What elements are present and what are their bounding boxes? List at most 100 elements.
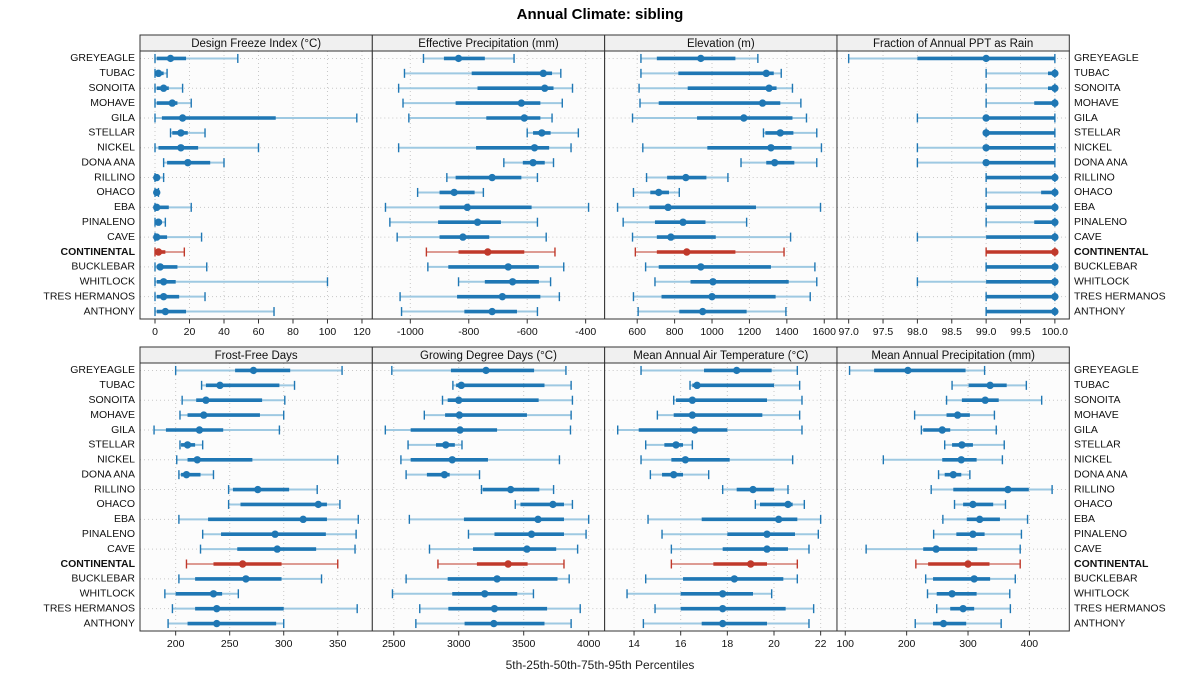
panel-growing-degree-days-c: Growing Degree Days (°C) 2500 3000 3500 4000 [371, 346, 606, 650]
median-dot [975, 515, 984, 524]
series-row [405, 574, 570, 584]
row-label-left: DONA ANA [81, 468, 135, 480]
series-row [913, 410, 996, 420]
row-label-left: CAVE [107, 543, 135, 555]
series-row [916, 158, 1056, 168]
x-tick-label: 16 [675, 638, 687, 650]
series-row [914, 619, 1002, 629]
series-row [167, 619, 285, 629]
series-row [178, 470, 215, 480]
median-dot [904, 366, 912, 375]
median-dot [517, 99, 526, 107]
median-dot [1051, 188, 1059, 197]
row-label-right: SONOITA [1074, 394, 1120, 406]
series-highlight-row [154, 247, 186, 257]
series-row [689, 380, 801, 390]
series-row [154, 292, 206, 302]
median-dot [538, 129, 546, 137]
median-dot [1051, 173, 1059, 182]
series-row [201, 529, 357, 539]
x-tick-label: -400 [575, 326, 596, 338]
median-dot [213, 619, 221, 628]
series-row [480, 485, 555, 495]
median-dot [202, 396, 210, 404]
x-tick-label: 1400 [775, 326, 799, 338]
series-row [154, 143, 260, 153]
x-tick-label: 3500 [512, 638, 536, 650]
series-row [945, 395, 1043, 405]
median-dot [493, 575, 501, 583]
panel-title: Effective Precipitation (mm) [418, 38, 559, 50]
row-label-right: NICKEL [1074, 454, 1112, 466]
x-tick-label: 100.0 [1042, 326, 1068, 338]
series-row [638, 83, 794, 93]
series-row [427, 262, 565, 272]
series-row [953, 499, 1007, 509]
panel-background [604, 363, 837, 631]
median-dot [982, 144, 990, 152]
series-row [419, 604, 581, 614]
median-dot [448, 456, 456, 464]
median-dot [504, 560, 512, 568]
series-row [930, 485, 1053, 495]
median-dot [209, 590, 218, 598]
x-tick-label: 18 [722, 638, 734, 650]
median-dot [765, 84, 773, 92]
series-row [916, 143, 1056, 153]
series-row [452, 380, 572, 390]
median-dot [1051, 233, 1059, 241]
median-dot [168, 99, 176, 107]
row-label-left: OHACO [96, 186, 135, 198]
series-highlight-row [985, 247, 1059, 257]
series-row [162, 158, 225, 168]
median-dot [490, 604, 499, 613]
series-row [178, 514, 359, 524]
median-dot [159, 278, 168, 286]
series-row [642, 143, 823, 153]
series-row [936, 604, 1012, 614]
median-dot [473, 218, 482, 226]
row-label-left: TRES HERMANOS [43, 602, 135, 614]
row-label-right: BUCKLEBAR [1074, 573, 1138, 585]
median-dot [153, 173, 161, 182]
median-dot [539, 69, 547, 78]
series-row [920, 425, 997, 435]
x-tick-label: 14 [628, 638, 640, 650]
series-highlight-row [185, 559, 339, 569]
row-label-left: TUBAC [99, 379, 135, 391]
panel-background [372, 51, 605, 319]
x-tick-label: 300 [959, 638, 977, 650]
series-row [503, 158, 555, 168]
x-tick-label: -800 [458, 326, 479, 338]
row-label-left: RILLINO [94, 483, 135, 495]
series-row [391, 589, 535, 599]
x-tick-label: 400 [1021, 638, 1039, 650]
median-dot [159, 292, 168, 301]
median-dot [679, 218, 687, 226]
series-row [384, 202, 590, 212]
row-label-right: PINALENO [1074, 216, 1127, 228]
median-dot [982, 54, 990, 63]
series-row [154, 277, 329, 287]
median-dot [457, 381, 466, 390]
median-dot [949, 470, 957, 479]
median-dot [271, 530, 279, 538]
series-row [637, 307, 787, 317]
median-dot [273, 545, 281, 553]
series-row [672, 395, 803, 405]
panel-background [140, 363, 373, 631]
series-row [982, 128, 1056, 138]
series-row [762, 128, 818, 138]
series-row [403, 68, 562, 78]
median-dot [153, 188, 161, 197]
series-row [645, 173, 729, 183]
median-dot [1051, 69, 1059, 78]
median-dot [242, 575, 250, 583]
row-label-right: STELLAR [1074, 439, 1121, 451]
median-dot [958, 441, 966, 449]
series-row [446, 173, 539, 183]
series-row [514, 499, 574, 509]
median-dot [530, 144, 539, 152]
